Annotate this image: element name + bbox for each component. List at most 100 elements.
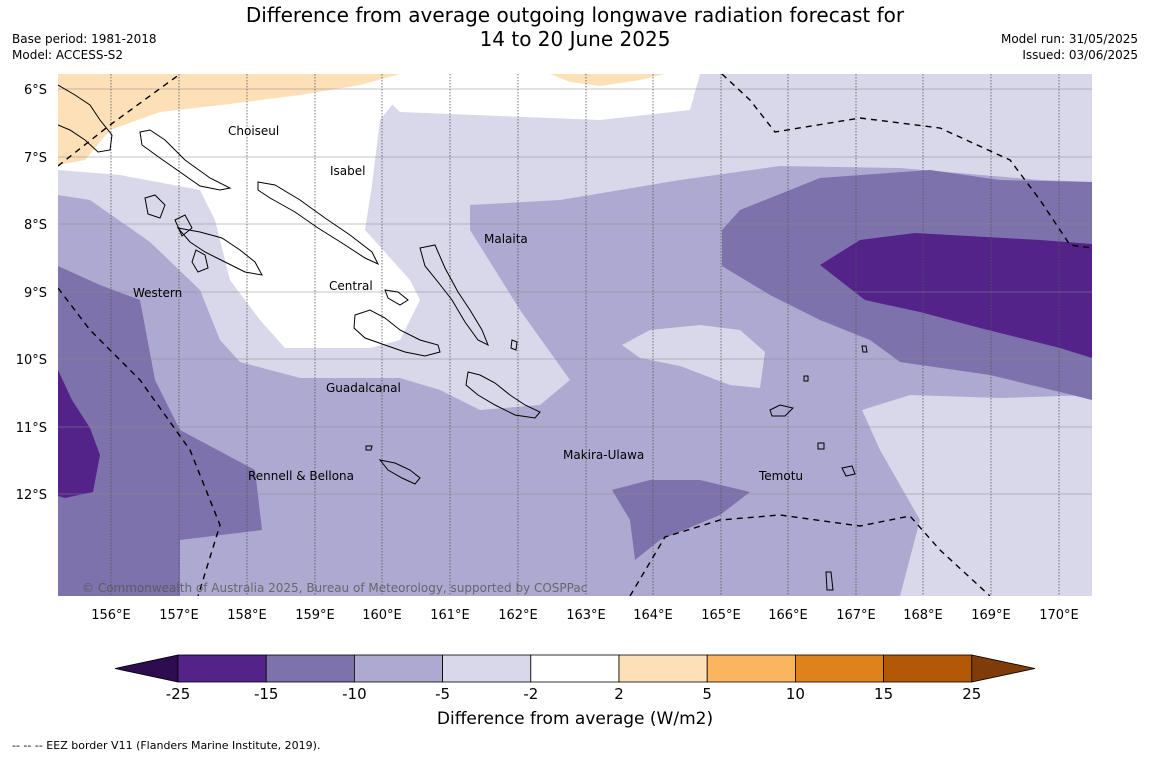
colorbar: -25 -15 -10 -5 -2 2 5 10 15 25 (114, 654, 1036, 703)
region-labels: Choiseul Isabel Malaita Western Central … (133, 124, 803, 483)
island-utupua (817, 442, 825, 450)
island-vella-lavella (174, 214, 193, 237)
olr-band-minus5-minus2-se (862, 395, 1092, 596)
meta-right: Model run: 31/05/2025 Issued: 03/06/2025 (1001, 31, 1138, 63)
colorbar-segment (706, 654, 796, 683)
lat-label: 11°S (16, 421, 47, 436)
island-santa-cruz (769, 404, 794, 417)
region-label-rennell-bellona: Rennell & Bellona (248, 469, 354, 483)
lon-label: 161°E (430, 608, 470, 623)
colorbar-segment (530, 654, 620, 683)
island-duff (861, 345, 868, 353)
colorbar-tick-label: -2 (523, 685, 538, 703)
island-reef (803, 375, 809, 382)
island-guadalcanal (353, 309, 441, 357)
lon-label: 156°E (91, 608, 131, 623)
island-shortlands (144, 194, 166, 219)
model-name: Model: ACCESS-S2 (12, 48, 124, 62)
colorbar-title: Difference from average (W/m2) (436, 709, 714, 729)
island-makira (465, 371, 541, 419)
colorbar-extend-max (971, 654, 1036, 683)
colorbar-tick-label: 10 (786, 685, 805, 703)
olr-band-minus2-plus2 (58, 74, 420, 348)
region-label-western: Western (133, 286, 182, 300)
colorbar-segment (883, 654, 973, 683)
region-label-temotu: Temotu (758, 469, 803, 483)
olr-band-plus2-plus5-nw (58, 74, 400, 165)
colorbar-tick-label: 25 (962, 685, 981, 703)
region-label-guadalcanal: Guadalcanal (326, 381, 401, 395)
colorbar-extend-min (114, 654, 179, 683)
lon-label: 160°E (362, 608, 402, 623)
olr-band-plus2-plus5-n (550, 74, 665, 86)
island-malaita (419, 244, 489, 347)
island-bougainville (58, 84, 113, 153)
lon-label: 165°E (701, 608, 741, 623)
lon-label: 159°E (295, 608, 335, 623)
olr-band-minus25-minus15-east (820, 233, 1092, 358)
lon-label: 169°E (971, 608, 1011, 623)
island-choiseul (139, 129, 232, 191)
eez-footnote: -- -- -- EEZ border V11 (Flanders Marine… (12, 739, 321, 752)
island-ulawa (510, 339, 518, 351)
lat-label: 6°S (24, 83, 47, 98)
eez-border (58, 74, 1092, 596)
region-label-makira-ulawa: Makira-Ulawa (563, 448, 644, 462)
island-rennell (378, 459, 421, 485)
colorbar-tick-label: -5 (435, 685, 450, 703)
lon-label: 168°E (903, 608, 943, 623)
olr-band-minus5-minus2-ne (700, 74, 1092, 140)
colorbar-segment (442, 654, 532, 683)
latitude-gridlines (58, 88, 1092, 495)
island-isabel (257, 181, 380, 266)
lon-label: 167°E (836, 608, 876, 623)
island-kolombangara (191, 249, 209, 273)
lat-label: 9°S (24, 286, 47, 301)
colorbar-segment (353, 654, 443, 683)
region-label-malaita: Malaita (484, 232, 528, 246)
longitude-gridlines (110, 74, 1060, 596)
latitude-labels: 6°S 7°S 8°S 9°S 10°S 11°S 12°S (16, 83, 47, 503)
lon-label: 157°E (159, 608, 199, 623)
colorbar-tick-label: -15 (254, 685, 279, 703)
lon-label: 158°E (227, 608, 267, 623)
map-plot (58, 74, 1092, 596)
title-line-2: 14 to 20 June 2025 (479, 27, 671, 51)
lon-label: 163°E (566, 608, 606, 623)
colorbar-segment (618, 654, 708, 683)
colorbar-tick-label: -10 (342, 685, 367, 703)
chart-title: Difference from average outgoing longwav… (200, 3, 950, 51)
region-label-choiseul: Choiseul (228, 124, 279, 138)
island-vanikoro (841, 465, 856, 477)
colorbar-segment (795, 654, 885, 683)
olr-band-minus25-minus15-west (58, 370, 100, 498)
lon-label: 162°E (498, 608, 538, 623)
olr-band-minus2-plus2-n (360, 74, 700, 120)
island-bellona (365, 445, 373, 451)
coastlines (58, 84, 868, 591)
longitude-labels: 156°E 157°E 158°E 159°E 160°E 161°E 162°… (91, 608, 1079, 623)
olr-band-minus5-minus2-mid (622, 325, 765, 388)
region-label-isabel: Isabel (330, 164, 365, 178)
lon-label: 170°E (1039, 608, 1079, 623)
meta-left: Base period: 1981-2018 Model: ACCESS-S2 (12, 31, 157, 63)
base-period: Base period: 1981-2018 (12, 32, 157, 46)
copyright-text: © Commonwealth of Australia 2025, Bureau… (82, 581, 587, 595)
island-nggela (384, 289, 409, 306)
lat-label: 8°S (24, 218, 47, 233)
olr-band-minus15-minus10-south (612, 480, 750, 560)
colorbar-tick-label: 15 (874, 685, 893, 703)
lon-label: 164°E (633, 608, 673, 623)
lat-label: 7°S (24, 151, 47, 166)
colorbar-tick-label: 5 (702, 685, 712, 703)
issued-date: Issued: 03/06/2025 (1022, 48, 1138, 62)
colorbar-tick-label: 2 (614, 685, 624, 703)
colorbar-segment (265, 654, 355, 683)
colorbar-tick-label: -25 (166, 685, 191, 703)
region-label-central: Central (329, 279, 373, 293)
colorbar-segment (177, 654, 267, 683)
model-run: Model run: 31/05/2025 (1000, 32, 1138, 46)
lat-label: 12°S (16, 488, 47, 503)
